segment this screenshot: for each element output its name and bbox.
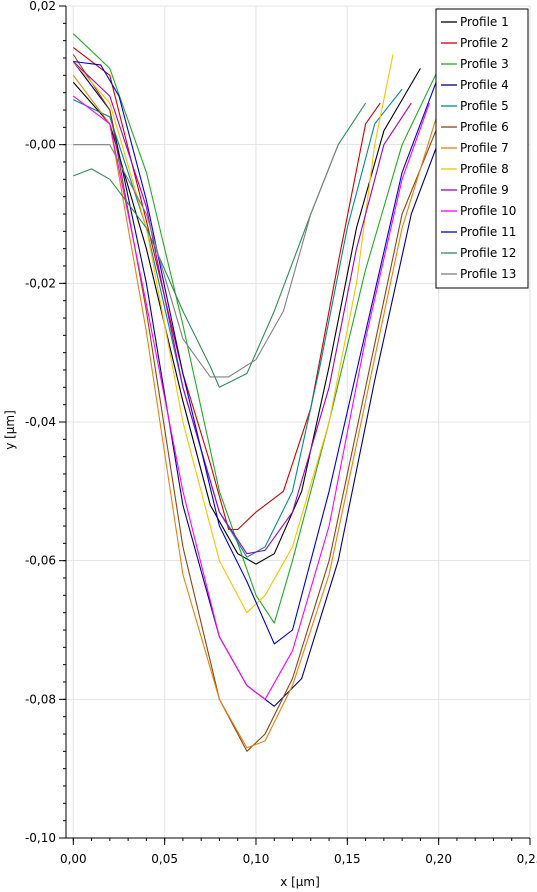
legend-label: Profile 1	[460, 15, 509, 29]
series-group	[72, 33, 449, 752]
legend-label: Profile 10	[460, 204, 516, 218]
legend-label: Profile 2	[460, 36, 509, 50]
series-line-3	[72, 33, 440, 624]
grid	[66, 5, 531, 839]
y-tick-label: -0,04	[25, 415, 56, 429]
legend-label: Profile 12	[460, 246, 516, 260]
legend: Profile 1 Profile 2 Profile 3 Profile 4 Prof…	[435, 8, 529, 289]
y-tick-label: -0,00	[25, 138, 56, 152]
x-tick-label: 0,15	[334, 852, 361, 866]
y-axis-label: y [µm]	[3, 410, 17, 450]
series-line-2	[72, 47, 381, 531]
series-line-11	[73, 60, 440, 645]
legend-label: Profile 13	[460, 267, 516, 281]
y-tick-label: -0,08	[25, 692, 56, 706]
x-tick-label: 0,25	[517, 852, 537, 866]
x-axis-label: x [µm]	[280, 875, 320, 889]
series-line-6	[72, 54, 440, 752]
legend-label: Profile 11	[460, 225, 516, 239]
y-tick-label: -0,06	[25, 554, 56, 568]
x-tick-label: 0,00	[60, 852, 87, 866]
x-tick-label: 0,05	[151, 852, 178, 866]
axes: 0,02 -0,00 -0,02 -0,04 -0,06 -0,08 -0,10 0,00 0,…	[25, 0, 537, 866]
legend-label: Profile 6	[460, 120, 509, 134]
series-line-10	[72, 95, 431, 700]
series-line-9	[72, 61, 412, 555]
legend-label: Profile 7	[460, 141, 509, 155]
series-line-13	[73, 144, 339, 378]
legend-label: Profile 4	[460, 78, 509, 92]
y-tick-label: -0,02	[25, 276, 56, 290]
legend-label: Profile 9	[460, 183, 509, 197]
legend-label: Profile 8	[460, 162, 509, 176]
legend-label: Profile 5	[460, 99, 509, 113]
y-tick-label: -0,10	[25, 831, 56, 845]
legend-label: Profile 3	[460, 57, 509, 71]
x-tick-label: 0,10	[243, 852, 270, 866]
series-line-1	[72, 68, 421, 565]
series-line-8	[72, 54, 394, 614]
series-line-7	[72, 74, 440, 749]
x-tick-label: 0,20	[425, 852, 452, 866]
y-tick-label: 0,02	[29, 0, 56, 13]
